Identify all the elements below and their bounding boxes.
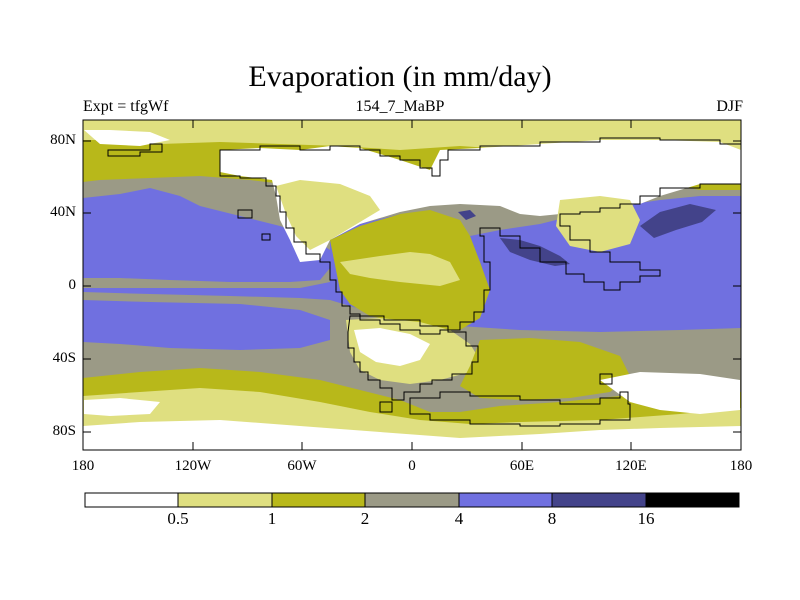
south-white-right [600, 372, 740, 414]
colorbar-label-5: 16 [637, 509, 655, 528]
colorbar-label-1: 1 [267, 509, 277, 528]
colorbar-segment-6 [645, 492, 740, 508]
south-pacific-blue [83, 300, 330, 350]
coastline-islands [237, 209, 613, 413]
colorbar [84, 492, 740, 508]
colorbar-label-0: 0.5 [167, 509, 189, 528]
plot-title: Evaporation (in mm/day) [248, 60, 552, 93]
arctic-white-left [84, 130, 170, 146]
colorbar-segment-1 [177, 492, 273, 508]
lat-label-80s: 80S [52, 423, 76, 439]
lon-label-180e: 180 [729, 458, 753, 474]
colorbar-segment-5 [551, 492, 647, 508]
season-label: DJF [716, 98, 743, 115]
lon-label-60e: 60E [509, 458, 535, 474]
experiment-label: Expt = tfgWf [83, 98, 169, 115]
coastline-south-1 [347, 315, 479, 401]
lon-label-120w: 120W [174, 458, 212, 474]
coastline-north [219, 137, 741, 335]
south-polar-white [83, 420, 741, 450]
small-dark-patch [458, 210, 476, 220]
lat-label-40n: 40N [50, 204, 76, 220]
north-pacific-blue [83, 188, 330, 282]
colorbar-segment-3 [364, 492, 460, 508]
coastline-south-2 [409, 391, 631, 427]
colorbar-segment-2 [271, 492, 366, 508]
south-east-land [460, 338, 630, 400]
period-label: 154_7_MaBP [355, 98, 445, 115]
colorbar-segment-4 [458, 492, 553, 508]
northern-continent [220, 140, 741, 262]
kuroshio-dark [640, 204, 716, 238]
axis-ticks [83, 120, 741, 450]
colorbar-label-4: 8 [547, 509, 557, 528]
colorbar-segment-0 [84, 492, 179, 508]
equatorial-continent-light [340, 252, 460, 286]
lon-label-120e: 120E [615, 458, 647, 474]
colorbar-label-2: 2 [360, 509, 370, 528]
asia-light [556, 196, 640, 252]
evaporation-field [83, 120, 741, 450]
continent-rim-light [276, 180, 380, 250]
southern-continent-white [354, 328, 430, 366]
lon-label-0: 0 [408, 458, 416, 474]
colorbar-label-3: 4 [454, 509, 464, 528]
lat-label-80n: 80N [50, 132, 76, 148]
lon-label-60w: 60W [287, 458, 317, 474]
south-white-left [84, 398, 160, 416]
lon-label-180w: 180 [71, 458, 95, 474]
coastline-arctic-island [107, 143, 163, 157]
lat-label-0: 0 [68, 277, 77, 293]
lat-label-40s: 40S [52, 350, 76, 366]
red-sea-dark [500, 238, 570, 266]
